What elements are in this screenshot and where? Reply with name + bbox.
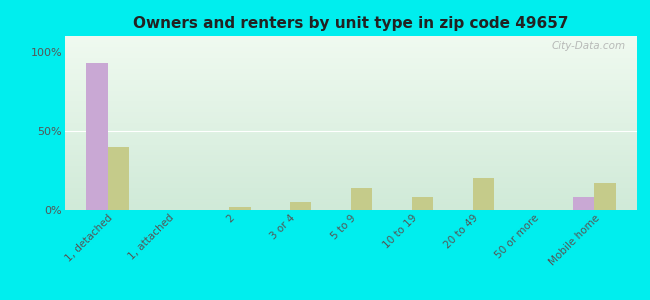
- Text: City-Data.com: City-Data.com: [551, 41, 625, 51]
- Bar: [108, 147, 129, 210]
- Bar: [290, 202, 311, 210]
- Bar: [229, 207, 251, 210]
- Bar: [412, 197, 433, 210]
- Bar: [594, 183, 616, 210]
- Bar: [86, 63, 108, 210]
- Bar: [351, 188, 372, 210]
- Bar: [473, 178, 494, 210]
- Bar: [573, 197, 594, 210]
- Title: Owners and renters by unit type in zip code 49657: Owners and renters by unit type in zip c…: [133, 16, 569, 31]
